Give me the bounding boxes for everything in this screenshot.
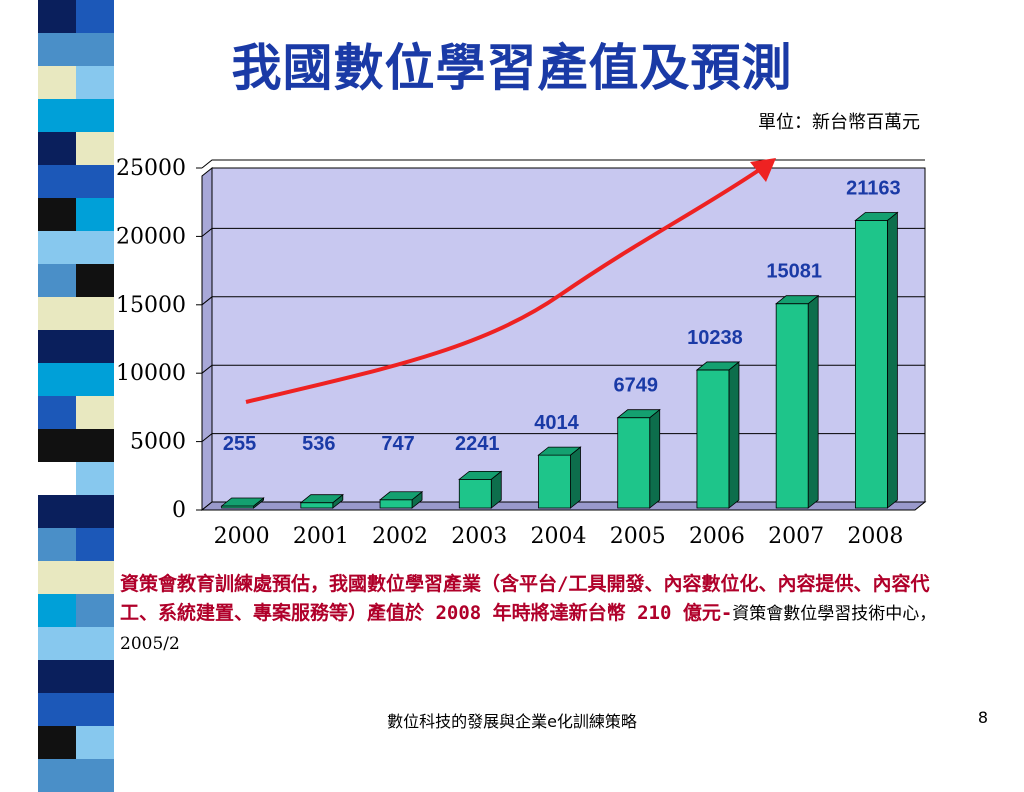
x-tick-label: 2006	[689, 524, 745, 549]
stripe-block	[76, 330, 114, 363]
caption-source: 資策會數位學習技術中心，2005/2	[120, 604, 937, 654]
bar-top	[616, 409, 661, 419]
stripe-block	[76, 594, 114, 627]
data-label: 747	[381, 433, 414, 455]
stripe-block	[76, 198, 114, 231]
data-label: 2241	[455, 433, 500, 455]
caption-text: 資策會教育訓練處預估，我國數位學習產業（含平台/工具開發、內容數位化、內容提供、…	[120, 573, 930, 624]
stripe-block	[38, 198, 76, 231]
bar	[617, 417, 651, 509]
x-tick-label: 2001	[293, 524, 349, 549]
bar	[538, 454, 571, 509]
gridline	[201, 227, 925, 237]
stripe-block	[38, 429, 114, 462]
stripe-block	[76, 264, 114, 297]
data-label: 536	[302, 433, 335, 455]
stripe-block	[38, 132, 76, 165]
stripe-block	[76, 396, 114, 429]
bar-side	[649, 408, 661, 509]
data-label: 15081	[766, 261, 822, 283]
bar	[379, 499, 413, 509]
stripe-block	[38, 330, 76, 363]
bar-top	[458, 470, 503, 480]
data-label: 10238	[687, 327, 743, 349]
gridline	[201, 364, 925, 374]
stripe-block	[38, 561, 114, 594]
stripe-block	[76, 0, 114, 33]
stripe-block	[38, 264, 76, 297]
stripe-block	[76, 528, 114, 561]
plot-side-wall	[201, 166, 213, 512]
stripe-block	[38, 396, 76, 429]
x-tick-label: 2004	[531, 524, 587, 549]
stripe-block	[38, 297, 114, 330]
data-label: 6749	[613, 375, 658, 397]
stripe-block	[38, 99, 114, 132]
bar	[854, 220, 888, 509]
bar-side	[886, 211, 898, 509]
stripe-block	[76, 66, 114, 99]
y-tick-label: 10000	[116, 361, 186, 386]
stripe-block	[38, 759, 114, 792]
y-tick-label: 25000	[116, 156, 186, 181]
stripe-block	[38, 231, 114, 264]
gridline	[201, 159, 925, 169]
bar-top	[537, 446, 582, 456]
x-tick-label: 2002	[372, 524, 428, 549]
footer-title: 數位科技的發展與企業e化訓練策略	[387, 712, 637, 731]
decorative-stripe	[38, 0, 114, 792]
bar-top	[220, 497, 265, 507]
stripe-block	[76, 462, 114, 495]
gridline	[201, 433, 925, 442]
stripe-block	[38, 594, 76, 627]
stripe-block	[76, 132, 114, 165]
stripe-block	[38, 363, 114, 396]
x-tick-label: 2008	[847, 524, 903, 549]
y-tick-label: 0	[172, 498, 186, 523]
bar	[300, 502, 334, 509]
stripe-block	[38, 495, 114, 528]
stripe-block	[38, 0, 76, 33]
stripe-block	[38, 693, 114, 726]
x-tick-label: 2003	[451, 524, 507, 549]
x-tick-label: 2005	[610, 524, 666, 549]
unit-label: 單位：新台幣百萬元	[758, 112, 920, 133]
bar	[775, 303, 809, 509]
stripe-block	[38, 660, 76, 693]
x-tick-label: 2000	[214, 524, 270, 549]
y-tick-label: 5000	[130, 430, 186, 455]
bar-top	[299, 494, 344, 504]
stripe-block	[38, 66, 76, 99]
caption: 資策會教育訓練處預估，我國數位學習產業（含平台/工具開發、內容數位化、內容提供、…	[120, 570, 960, 659]
page-number: 8	[977, 708, 988, 727]
slide-title: 我國數位學習產值及預測	[231, 38, 793, 97]
trend-arrowhead	[750, 158, 776, 182]
data-label: 21163	[846, 177, 901, 199]
trend-arrow	[245, 166, 764, 404]
y-tick-label: 15000	[116, 293, 186, 318]
stripe-block	[38, 165, 114, 198]
bar-top	[854, 212, 899, 221]
x-tick-label: 2007	[768, 524, 824, 549]
bar-top	[378, 491, 424, 501]
bar-side	[728, 361, 740, 509]
data-label: 255	[223, 433, 256, 455]
stripe-block	[76, 726, 114, 759]
bar-top	[695, 361, 741, 371]
stripe-block	[38, 33, 114, 66]
data-label: 4014	[534, 412, 579, 434]
bar-side	[807, 294, 819, 509]
bar	[458, 478, 492, 509]
stripe-block	[38, 627, 114, 660]
bar-chart: 0 5000 10000 15000 20000 25000 255 2000 536 2001 7…	[116, 156, 927, 549]
stripe-block	[38, 726, 76, 759]
bar-top	[775, 295, 820, 305]
stripe-block	[38, 528, 76, 561]
gridline	[201, 296, 925, 306]
bar	[696, 369, 730, 509]
stripe-block	[76, 660, 114, 693]
bar-side	[570, 446, 581, 509]
stripe-block	[38, 462, 76, 495]
y-tick-label: 20000	[116, 224, 186, 249]
